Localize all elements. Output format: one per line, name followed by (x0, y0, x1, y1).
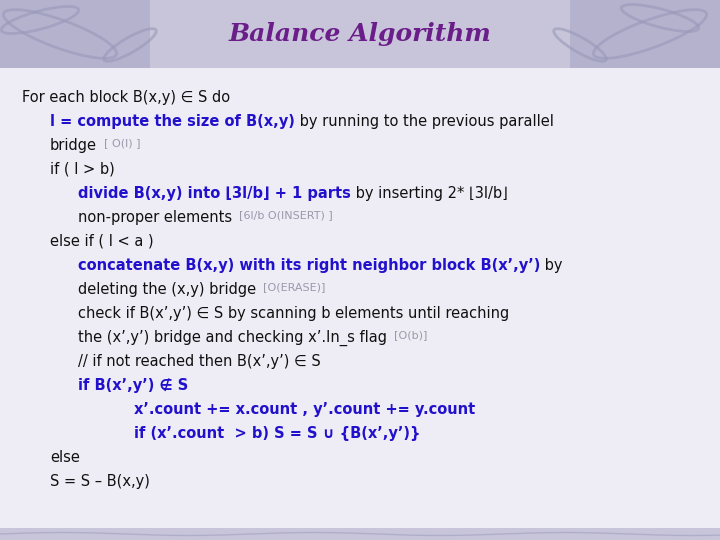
Text: [O(ERASE)]: [O(ERASE)] (256, 282, 325, 292)
Text: [ O(l) ]: [ O(l) ] (97, 138, 140, 148)
Bar (570, 0, 720, 68)
Text: if (x’.count  > b) S = S ∪ {B(x’,y’)}: if (x’.count > b) S = S ∪ {B(x’,y’)} (134, 426, 420, 441)
Text: Balance Algorithm: Balance Algorithm (228, 22, 492, 46)
Text: deleting the (x,y) bridge: deleting the (x,y) bridge (78, 282, 256, 297)
Text: else if ( l < a ): else if ( l < a ) (50, 234, 153, 249)
Text: [6l/b O(INSERT) ]: [6l/b O(INSERT) ] (232, 210, 333, 220)
Text: concatenate B(x,y) with its right neighbor block B(x’,y’): concatenate B(x,y) with its right neighb… (78, 258, 541, 273)
Text: by: by (541, 258, 563, 273)
Bar (0, 528, 720, 540)
Text: x’.count += x.count , y’.count += y.count: x’.count += x.count , y’.count += y.coun… (134, 402, 475, 417)
Text: by running to the previous parallel: by running to the previous parallel (295, 114, 554, 129)
Text: if ( l > b): if ( l > b) (50, 162, 114, 177)
Text: the (x’,y’) bridge and checking x’.In_s flag: the (x’,y’) bridge and checking x’.In_s … (78, 330, 387, 346)
Text: non-proper elements: non-proper elements (78, 210, 232, 225)
Text: by inserting 2* ⌊3l/b⌋: by inserting 2* ⌊3l/b⌋ (351, 186, 508, 201)
Text: S = S – B(x,y): S = S – B(x,y) (50, 474, 150, 489)
Text: For each block B(x,y) ∈ S do: For each block B(x,y) ∈ S do (22, 90, 230, 105)
Text: [O(b)]: [O(b)] (387, 330, 428, 340)
Bar (0, 0, 150, 68)
Text: // if not reached then B(x’,y’) ∈ S: // if not reached then B(x’,y’) ∈ S (78, 354, 320, 369)
Text: bridge: bridge (50, 138, 97, 153)
Bar (0, 0, 720, 68)
Text: check if B(x’,y’) ∈ S by scanning b elements until reaching: check if B(x’,y’) ∈ S by scanning b elem… (78, 306, 509, 321)
Text: if B(x’,y’) ∉ S: if B(x’,y’) ∉ S (78, 378, 188, 393)
Text: l = compute the size of B(x,y): l = compute the size of B(x,y) (50, 114, 295, 129)
Bar (0, 68, 720, 528)
Text: divide B(x,y) into ⌊3l/b⌋ + 1 parts: divide B(x,y) into ⌊3l/b⌋ + 1 parts (78, 186, 351, 201)
Text: else: else (50, 450, 80, 465)
